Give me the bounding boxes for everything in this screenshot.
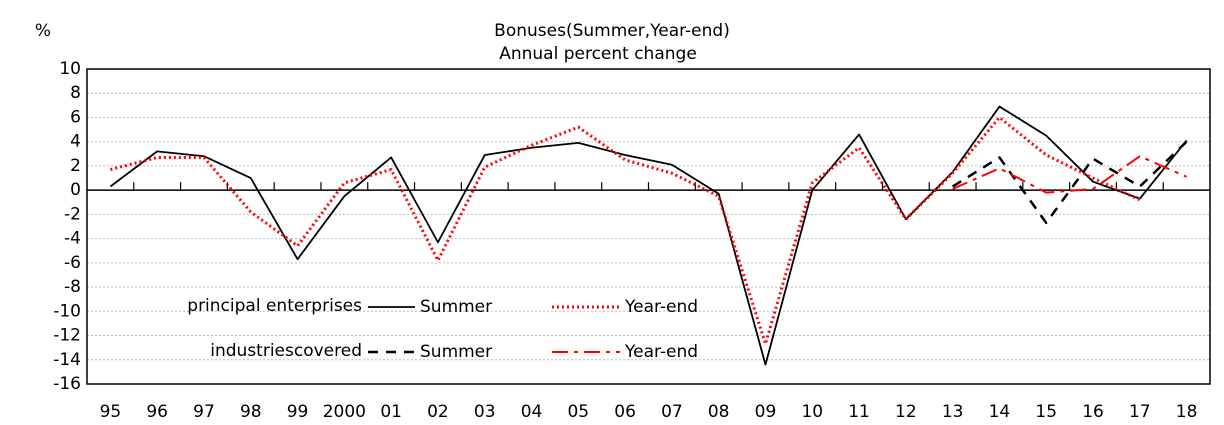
y-tick-label: 8 [70,83,81,103]
y-tick-label: -4 [64,229,81,249]
x-tick-label: 07 [661,402,683,422]
legend-group-label: industriescovered [210,341,362,361]
x-tick-label: 16 [1082,402,1104,422]
x-tick-label: 03 [474,402,496,422]
y-tick-label: -6 [64,253,81,273]
y-tick-label: -8 [64,277,81,297]
legend-label: Year-end [624,297,698,317]
legend-label: Summer [420,297,492,317]
x-tick-label: 02 [427,402,449,422]
x-tick-label: 98 [240,402,262,422]
x-tick-label: 08 [708,402,730,422]
x-tick-label: 2000 [323,402,366,422]
x-tick-label: 13 [942,402,964,422]
series-line [951,140,1188,225]
x-tick-label: 04 [521,402,543,422]
x-tick-label: 14 [989,402,1011,422]
x-tick-label: 95 [100,402,122,422]
legend-label: Year-end [624,342,698,362]
x-tick-label: 17 [1129,402,1151,422]
y-tick-label: -14 [53,350,81,370]
x-tick-label: 99 [287,402,309,422]
y-tick-label: -2 [64,204,81,224]
y-tick-label: 10 [59,59,81,79]
x-tick-label: 09 [755,402,777,422]
chart-title: Bonuses(Summer,Year-end) [494,21,730,41]
x-tick-label: 11 [848,402,870,422]
x-tick-label: 15 [1035,402,1057,422]
y-tick-label: -12 [53,326,81,346]
chart-subtitle: Annual percent change [499,44,697,64]
series-line [109,105,1188,366]
legend-label: Summer [420,342,492,362]
legend-group-label: principal enterprises [187,296,362,316]
y-tick-label: 0 [70,180,81,200]
plot-frame [86,68,1211,385]
series-line [110,115,1141,346]
y-tick-label: 4 [70,132,81,152]
y-unit: % [35,21,51,41]
x-tick-label: 12 [895,402,917,422]
x-tick-label: 97 [193,402,215,422]
x-tick-label: 01 [380,402,402,422]
x-tick-label: 06 [614,402,636,422]
series-line [952,155,1188,194]
y-tick-label: -16 [53,374,81,394]
x-tick-label: 18 [1176,402,1198,422]
y-tick-label: 6 [70,107,81,127]
x-tick-label: 05 [567,402,589,422]
x-tick-label: 10 [801,402,823,422]
y-tick-label: -10 [53,301,81,321]
y-tick-label: 2 [70,156,81,176]
x-tick-label: 96 [146,402,168,422]
